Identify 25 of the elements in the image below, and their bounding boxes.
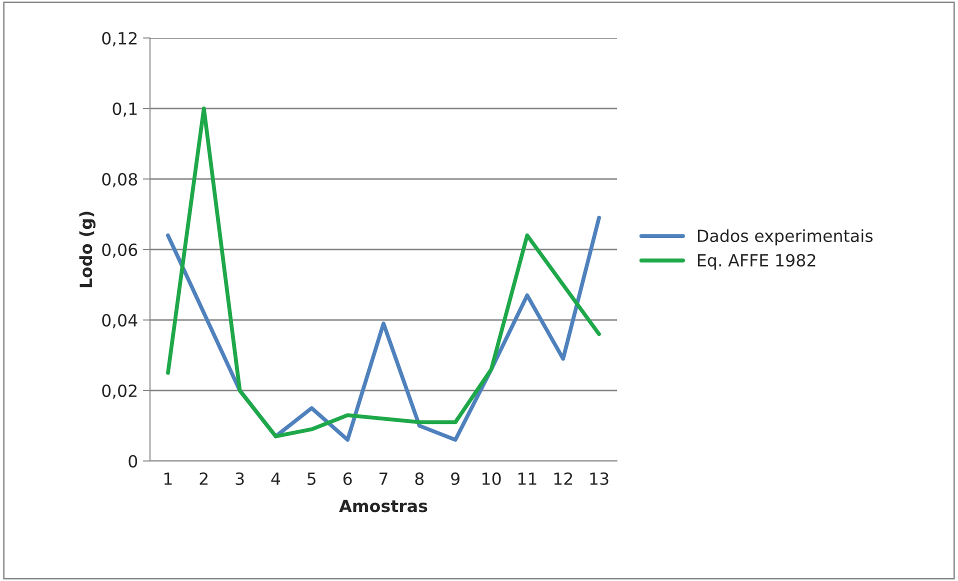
y-axis-title: Lodo (g) <box>79 212 96 288</box>
y-tick-label: 0,02 <box>102 384 137 399</box>
x-tick-label: 1 <box>164 472 172 485</box>
x-tick-label: 5 <box>308 472 316 486</box>
x-tick-label: 6 <box>343 472 352 486</box>
y-tick-label: 0,1 <box>112 102 137 117</box>
x-tick-label: 3 <box>236 472 244 486</box>
x-tick-label: 7 <box>380 472 388 485</box>
x-tick-label: 13 <box>590 472 608 486</box>
x-tick-label: 4 <box>271 472 280 485</box>
y-tick-label: 0,08 <box>102 172 138 188</box>
x-tick-label: 9 <box>451 472 460 486</box>
x-tick-label: 10 <box>482 472 501 486</box>
legend-label: Dados experimentais <box>698 229 873 246</box>
y-tick-label: 0,06 <box>102 243 138 258</box>
x-tick-label: 12 <box>554 472 572 485</box>
legend-label: Eq. AFFE 1982 <box>698 254 816 270</box>
y-tick-label: 0 <box>128 454 138 468</box>
x-axis-title: Amostras <box>339 500 428 512</box>
line-series <box>166 106 601 438</box>
x-tick-label: 8 <box>415 472 424 486</box>
y-tick-label: 0,12 <box>102 32 137 46</box>
x-tick-label: 11 <box>518 472 536 485</box>
x-tick-label: 2 <box>200 472 208 485</box>
y-tick-label: 0,04 <box>102 314 138 328</box>
